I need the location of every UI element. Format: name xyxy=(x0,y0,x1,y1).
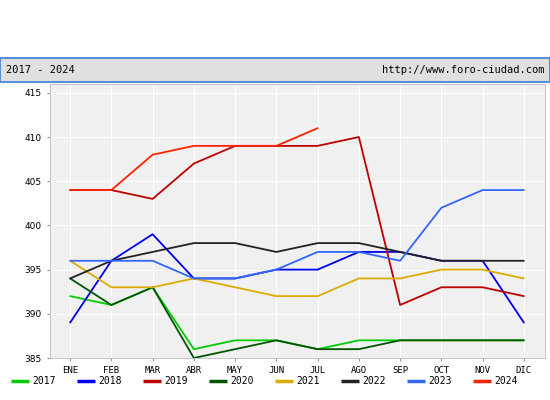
Text: 2021: 2021 xyxy=(296,376,320,386)
Text: 2017 - 2024: 2017 - 2024 xyxy=(6,65,74,75)
Text: http://www.foro-ciudad.com: http://www.foro-ciudad.com xyxy=(382,65,544,75)
Text: 2018: 2018 xyxy=(98,376,122,386)
Text: 2024: 2024 xyxy=(494,376,518,386)
Text: 2022: 2022 xyxy=(362,376,386,386)
Text: Evolucion num de emigrantes en Albondón: Evolucion num de emigrantes en Albondón xyxy=(104,21,446,37)
Text: 2019: 2019 xyxy=(164,376,188,386)
Text: 2023: 2023 xyxy=(428,376,452,386)
Text: 2020: 2020 xyxy=(230,376,254,386)
Text: 2017: 2017 xyxy=(32,376,56,386)
